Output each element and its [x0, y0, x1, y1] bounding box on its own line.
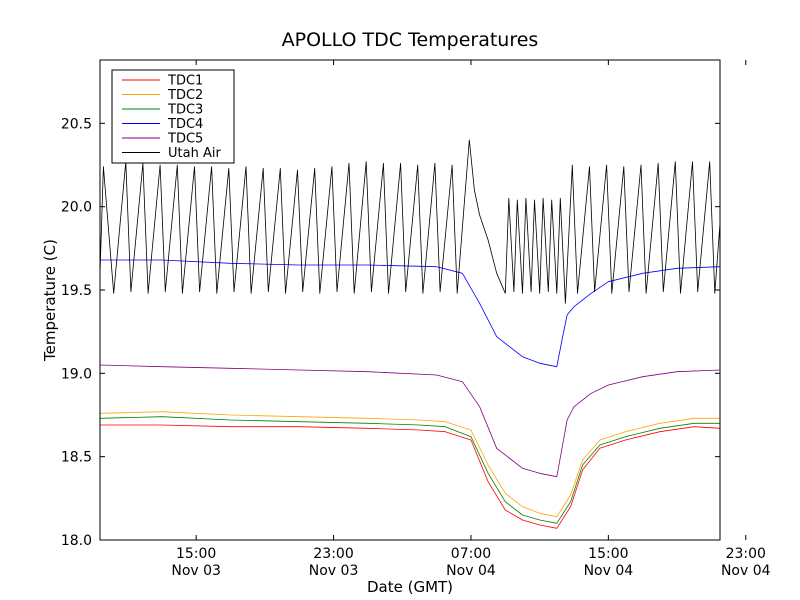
- x-tick-label-time: 23:00: [726, 546, 766, 562]
- series-layer: [100, 139, 720, 529]
- x-tick-label-date: Nov 03: [171, 563, 221, 579]
- series-line-tdc4: [100, 259, 720, 368]
- legend-label: TDC4: [167, 117, 203, 132]
- legend-label: TDC5: [167, 132, 203, 147]
- plot-frame: [99, 59, 721, 541]
- chart-title: APOLLO TDC Temperatures: [282, 29, 539, 51]
- x-tick-label-time: 23:00: [313, 546, 353, 562]
- x-tick-label-date: Nov 04: [446, 563, 496, 579]
- y-tick-label: 19.5: [61, 283, 92, 299]
- y-tick-label: 20.5: [61, 116, 92, 132]
- legend-label: Utah Air: [168, 146, 221, 161]
- x-tick-label-date: Nov 03: [309, 563, 359, 579]
- series-line-utah-air: [100, 139, 720, 304]
- legend-box: [111, 69, 235, 164]
- series-line-tdc3: [100, 416, 720, 524]
- y-axis-label: Temperature (C): [41, 239, 59, 362]
- x-tick-label-date: Nov 04: [584, 563, 634, 579]
- x-axis-label: Date (GMT): [367, 578, 453, 596]
- y-tick-label: 18.5: [61, 450, 92, 466]
- series-line-tdc5: [100, 364, 720, 478]
- legend-label: TDC3: [167, 103, 203, 118]
- x-tick-label-time: 15:00: [588, 546, 628, 562]
- y-tick-label: 20.0: [61, 200, 92, 216]
- legend-label: TDC2: [167, 88, 203, 103]
- series-line-tdc2: [100, 411, 720, 518]
- x-tick-label-time: 07:00: [451, 546, 491, 562]
- y-tick-label: 18.0: [61, 533, 92, 549]
- x-tick-label-date: Nov 04: [721, 563, 771, 579]
- y-tick-label: 19.0: [61, 366, 92, 382]
- legend-label: TDC1: [167, 74, 203, 89]
- x-tick-label-time: 15:00: [176, 546, 216, 562]
- series-line-tdc1: [100, 424, 720, 529]
